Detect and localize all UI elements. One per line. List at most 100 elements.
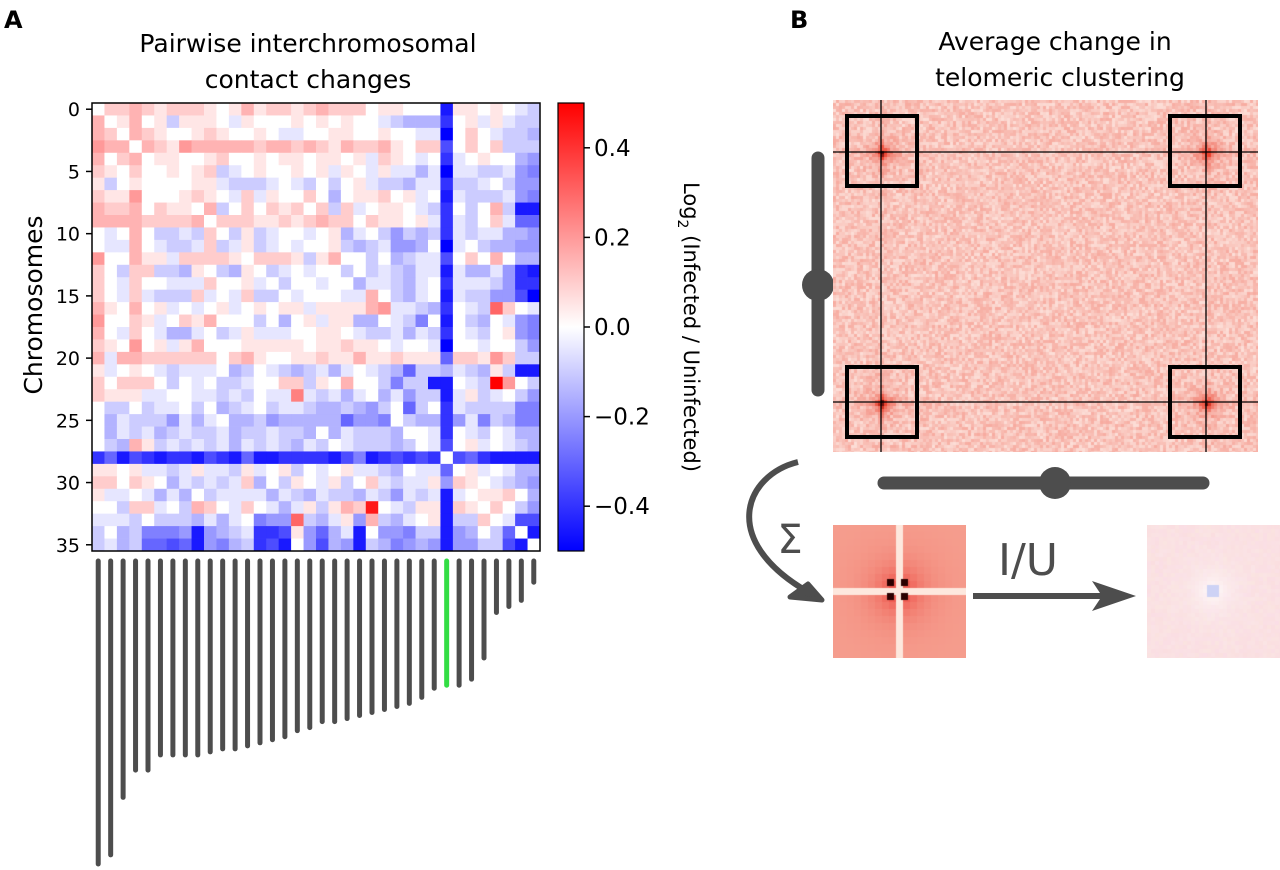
heatmap-cell — [515, 314, 528, 328]
heatmap-cell — [403, 314, 416, 328]
heatmap-cell — [502, 538, 516, 552]
panel-a-title-line2: contact changes — [205, 65, 412, 94]
heatmap-cell — [353, 439, 367, 452]
heatmap-cell — [378, 376, 392, 390]
heatmap-cell — [403, 227, 416, 241]
heatmap-cell — [303, 314, 317, 328]
heatmap-cell — [328, 501, 342, 515]
heatmap-cell — [228, 202, 242, 216]
heatmap-cell — [378, 190, 392, 203]
heatmap-cell — [141, 190, 155, 203]
heatmap-cell — [228, 165, 242, 179]
heatmap-cell — [353, 277, 367, 291]
heatmap-cell — [452, 476, 466, 490]
heatmap-cell — [154, 327, 168, 340]
heatmap-cell — [477, 140, 491, 154]
heatmap-cell — [216, 227, 230, 241]
heatmap-cell — [316, 177, 329, 191]
heatmap-cell — [278, 165, 292, 179]
heatmap-cell — [390, 439, 404, 452]
heatmap-cell — [452, 264, 466, 278]
heatmap-cell — [154, 513, 168, 527]
heatmap-cell — [428, 439, 441, 452]
heatmap-cell — [141, 376, 155, 390]
heatmap-cell — [303, 127, 317, 141]
heatmap-cell — [490, 239, 504, 253]
heatmap-cell — [316, 439, 329, 452]
heatmap-cell — [390, 127, 404, 141]
heatmap-cell — [477, 389, 491, 403]
heatmap-cell — [166, 389, 180, 403]
heatmap-cell — [278, 327, 292, 340]
ratio-arrowhead-icon — [1092, 581, 1136, 611]
heatmap-cell — [253, 302, 267, 315]
heatmap-cell — [465, 476, 479, 490]
heatmap-cell — [515, 488, 528, 502]
heatmap-cell — [278, 140, 292, 154]
heatmap-cell — [166, 513, 180, 527]
heatmap-cell — [428, 451, 441, 465]
heatmap-cell — [365, 351, 379, 365]
heatmap-cell — [440, 339, 454, 353]
heatmap-cell — [253, 364, 267, 378]
summed-telomere-pileup — [833, 525, 966, 658]
heatmap-cell — [378, 103, 392, 116]
heatmap-cell — [266, 227, 280, 241]
heatmap-cell — [515, 476, 528, 490]
heatmap-cell — [266, 190, 280, 203]
heatmap-cell — [303, 215, 317, 228]
heatmap-cell — [527, 463, 541, 477]
heatmap-cell — [129, 488, 143, 502]
heatmap-cell — [104, 389, 118, 403]
heatmap-cell — [490, 289, 504, 303]
heatmap-cell — [191, 364, 205, 378]
heatmap-cell — [328, 414, 342, 427]
heatmap-cell — [204, 127, 217, 141]
heatmap-cell — [490, 277, 504, 291]
heatmap-cell — [390, 302, 404, 315]
heatmap-cell — [228, 339, 242, 353]
heatmap-cell — [340, 463, 354, 477]
heatmap-cell — [390, 501, 404, 515]
heatmap-cell — [353, 401, 367, 415]
panel-a-title-line1: Pairwise interchromosomal — [139, 29, 476, 58]
heatmap-cell — [353, 103, 367, 116]
heatmap-cell — [527, 389, 541, 403]
heatmap-cell — [166, 488, 180, 502]
heatmap-cell — [166, 252, 180, 266]
heatmap-cell — [241, 252, 255, 266]
heatmap-cell — [228, 127, 242, 141]
heatmap-cell — [216, 501, 230, 515]
heatmap-cell — [228, 488, 242, 502]
heatmap-cell — [378, 314, 392, 328]
heatmap-cell — [179, 127, 192, 141]
heatmap-cell — [241, 190, 255, 203]
heatmap-cell — [428, 190, 441, 203]
heatmap-cell — [490, 202, 504, 216]
heatmap-cell — [141, 115, 155, 129]
heatmap-cell — [216, 426, 230, 440]
heatmap-cell — [428, 538, 441, 552]
heatmap-cell — [166, 451, 180, 465]
heatmap-cell — [403, 364, 416, 378]
heatmap-cell — [452, 389, 466, 403]
heatmap-cell — [303, 339, 317, 353]
heatmap-cell — [166, 165, 180, 179]
heatmap-cell — [328, 314, 342, 328]
heatmap-cell — [241, 439, 255, 452]
heatmap-cell — [166, 103, 180, 116]
heatmap-cell — [515, 239, 528, 253]
heatmap-cell — [228, 476, 242, 490]
heatmap-cell — [166, 215, 180, 228]
heatmap-cell — [179, 165, 192, 179]
heatmap-cell — [241, 488, 255, 502]
heatmap-cell — [378, 215, 392, 228]
heatmap-cell — [428, 476, 441, 490]
heatmap-cell — [403, 264, 416, 278]
heatmap-cell — [378, 202, 392, 216]
heatmap-cell — [141, 463, 155, 477]
heatmap-cell — [241, 327, 255, 340]
heatmap-cell — [465, 177, 479, 191]
heatmap-cell — [502, 177, 516, 191]
heatmap-cell — [340, 215, 354, 228]
